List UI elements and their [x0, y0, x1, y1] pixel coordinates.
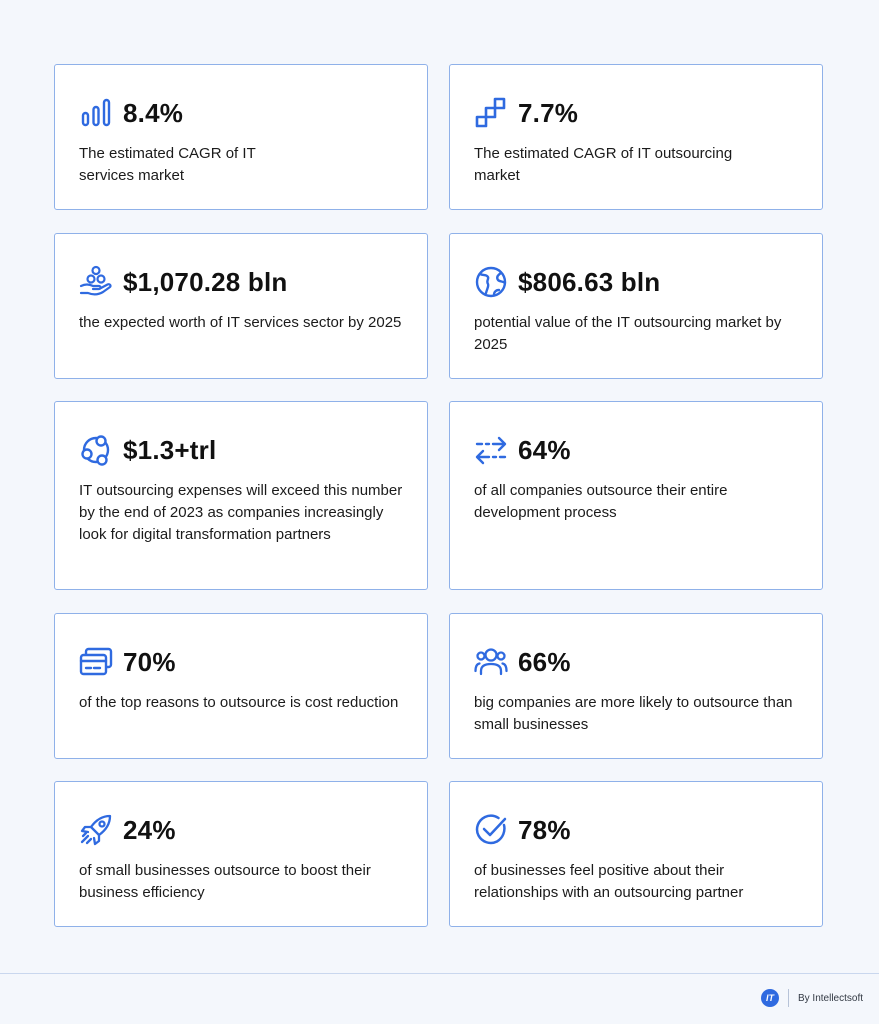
stat-description: the expected worth of IT services sector…: [79, 314, 402, 331]
stat-value: $1.3+trl: [123, 434, 217, 465]
stat-description: of businesses feel positive about their …: [474, 862, 744, 901]
steps-icon: [474, 96, 508, 130]
bar-chart-icon: [79, 96, 113, 130]
stat-description: big companies are more likely to outsour…: [474, 694, 793, 733]
stat-description: The estimated CAGR of IT services market: [79, 145, 256, 184]
stat-value: $1,070.28 bln: [123, 266, 288, 297]
check-circle-icon: [474, 813, 508, 847]
stat-description: The estimated CAGR of IT outsourcing mar…: [474, 145, 733, 184]
footer-branding: IT By Intellectsoft: [760, 988, 863, 1008]
stat-description: potential value of the IT outsourcing ma…: [474, 314, 782, 353]
stat-card-positive-relationships: 78% of businesses feel positive about th…: [449, 781, 823, 927]
stat-card-it-outsourcing-value: $806.63 bln potential value of the IT ou…: [449, 233, 823, 379]
stat-value: 70%: [123, 646, 176, 677]
stat-card-cost-reduction: 70% of the top reasons to outsource is c…: [54, 613, 428, 759]
stat-description: of small businesses outsource to boost t…: [79, 862, 371, 901]
stat-card-small-businesses: 24% of small businesses outsource to boo…: [54, 781, 428, 927]
stat-description: of the top reasons to outsource is cost …: [79, 694, 399, 711]
globe-icon: [474, 265, 508, 299]
stat-value: $806.63 bln: [518, 266, 661, 297]
stat-value: 8.4%: [123, 97, 184, 128]
stat-value: 7.7%: [518, 97, 579, 128]
stat-card-cagr-it-outsourcing: 7.7% The estimated CAGR of IT outsourcin…: [449, 64, 823, 210]
footer-divider: [0, 973, 879, 974]
stat-value: 24%: [123, 814, 176, 845]
rocket-icon: [79, 813, 113, 847]
byline: By Intellectsoft: [797, 992, 863, 1004]
stat-card-it-outsourcing-expenses: $1.3+trl IT outsourcing expenses will ex…: [54, 401, 428, 590]
credit-card-icon: [79, 645, 113, 679]
users-group-icon: [474, 645, 508, 679]
stat-description: of all companies outsource their entire …: [474, 482, 728, 521]
network-nodes-icon: [79, 433, 113, 467]
footer-separator: [787, 989, 789, 1007]
stat-description: IT outsourcing expenses will exceed this…: [79, 482, 403, 543]
stat-card-cagr-it-services: 8.4% The estimated CAGR of IT services m…: [54, 64, 428, 210]
intellectsoft-logo: IT: [760, 989, 779, 1007]
stat-card-big-companies: 66% big companies are more likely to out…: [449, 613, 823, 759]
stat-card-companies-outsource-development: 64% of all companies outsource their ent…: [449, 401, 823, 590]
stat-value: 64%: [518, 434, 571, 465]
stat-card-it-services-worth: $1,070.28 bln the expected worth of IT s…: [54, 233, 428, 379]
stat-value: 66%: [518, 646, 571, 677]
arrows-exchange-icon: [474, 433, 508, 467]
hand-coins-icon: [79, 265, 113, 299]
stat-value: 78%: [518, 814, 571, 845]
